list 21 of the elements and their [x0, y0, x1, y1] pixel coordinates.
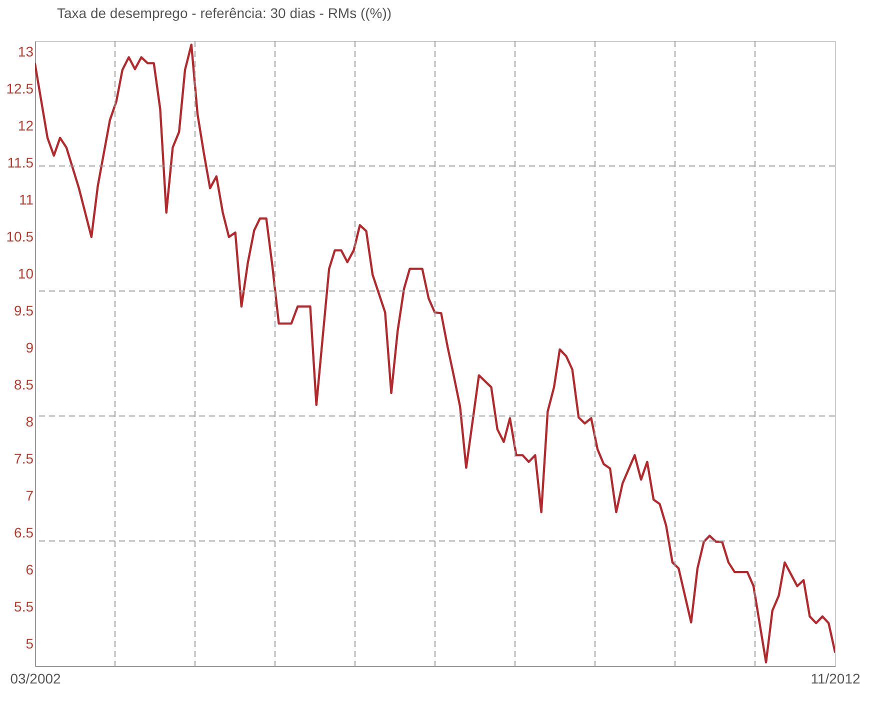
y-tick-label: 5.5	[14, 598, 34, 614]
y-tick-label: 13	[18, 44, 34, 60]
y-tick-label: 7	[26, 487, 34, 504]
y-tick-label: 12.5	[6, 80, 34, 97]
y-tick-label: 5	[26, 635, 34, 652]
y-tick-label: 9.5	[14, 302, 34, 318]
x-tick-label: 11/2012	[810, 670, 860, 686]
y-tick-label: 12	[18, 118, 34, 134]
y-tick-label: 9	[26, 339, 34, 356]
y-tick-label: 6.5	[14, 524, 34, 540]
y-tick-label: 10	[18, 265, 34, 282]
y-tick-label: 8	[26, 413, 34, 430]
text: Taxa de desemprego - referência: 30 dias - RMs ((%))	[57, 5, 392, 21]
x-tick-label: 03/2002	[10, 670, 62, 686]
y-tick-label: 11.5	[7, 154, 34, 171]
line-series	[35, 44, 835, 664]
y-tick-label: 6	[26, 561, 34, 578]
y-tick-label: 10.5	[6, 228, 34, 245]
y-tick-label: 8.5	[14, 376, 34, 392]
y-tick-label: 11	[18, 192, 34, 208]
y-tick-label: 7.5	[14, 450, 34, 466]
